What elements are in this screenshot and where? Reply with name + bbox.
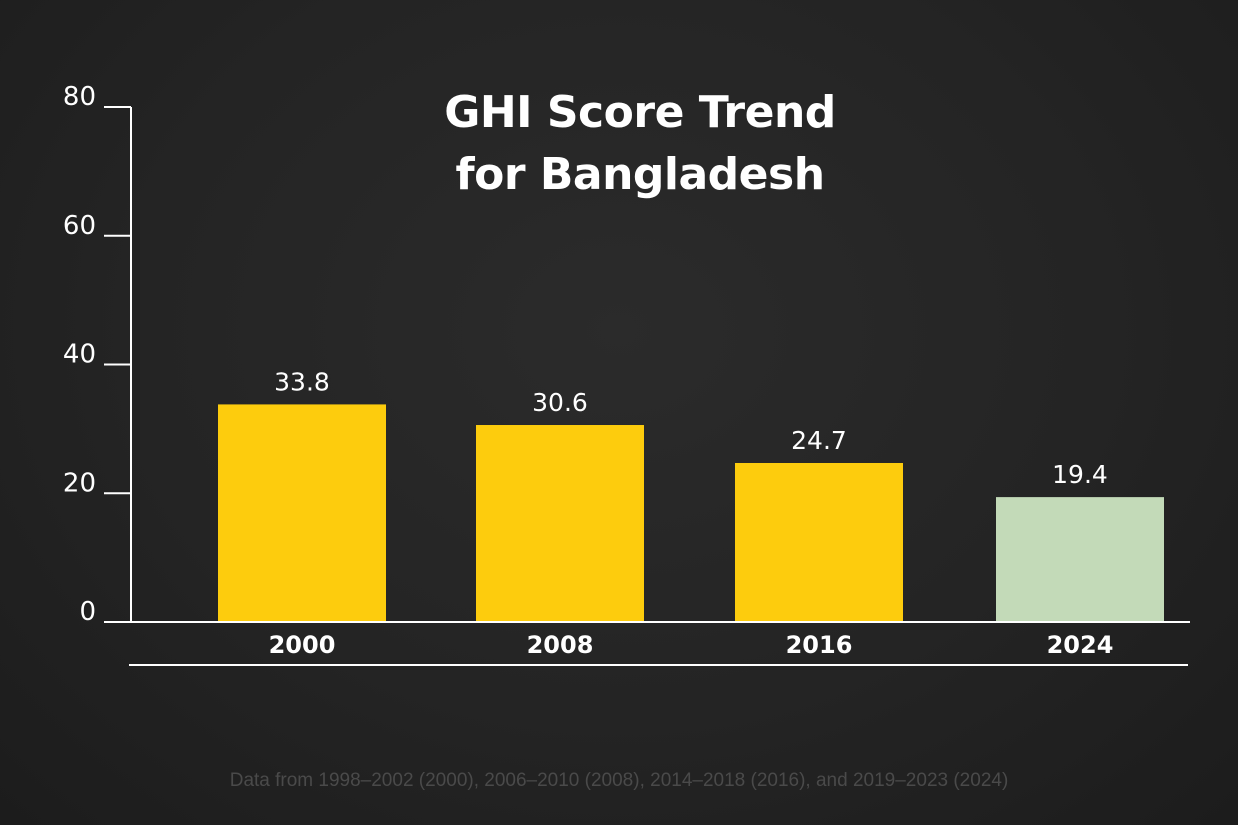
y-tick-label-80: 80: [63, 82, 96, 112]
x-tick-label-2000: 2000: [269, 631, 336, 659]
bar-2016: [735, 463, 903, 622]
x-tick-label-2024: 2024: [1047, 631, 1114, 659]
bar-value-label-2024: 19.4: [1052, 460, 1108, 489]
bar-2008: [476, 425, 644, 622]
chart-footnote: Data from 1998–2002 (2000), 2006–2010 (2…: [0, 770, 1238, 792]
bar-value-label-2016: 24.7: [791, 426, 847, 455]
bar-value-label-2008: 30.6: [532, 388, 588, 417]
bar-2024: [996, 497, 1164, 622]
y-tick-label-0: 0: [79, 597, 96, 627]
y-tick-label-40: 40: [63, 340, 96, 370]
y-tick-label-20: 20: [63, 468, 96, 498]
bar-2000: [218, 404, 386, 622]
y-tick-label-60: 60: [63, 211, 96, 241]
x-tick-label-2008: 2008: [527, 631, 594, 659]
x-tick-label-2016: 2016: [786, 631, 853, 659]
bar-value-label-2000: 33.8: [274, 367, 330, 396]
